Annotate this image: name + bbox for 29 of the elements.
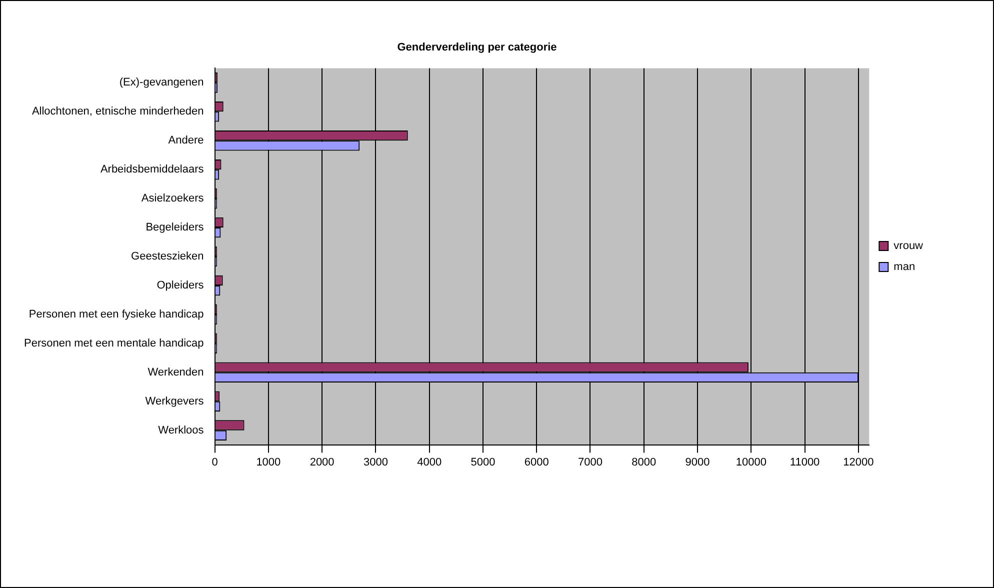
y-tick-label: Personen met een fysieke handicap (28, 308, 204, 320)
x-tick-label: 6000 (524, 456, 549, 468)
y-tick-label: Arbeidsbemiddelaars (100, 164, 204, 176)
legend-label: vrouw (894, 240, 924, 252)
y-tick-label: Andere (168, 134, 204, 147)
y-tick-label: Allochtonen, etnische minderheden (32, 106, 204, 118)
y-tick-label: Begeleiders (146, 222, 204, 234)
y-tick-label: Asielzoekers (141, 192, 204, 205)
x-tick-label: 9000 (685, 456, 710, 468)
y-tick-label: Geesteszieken (131, 250, 204, 263)
y-tick-label: Opleiders (156, 280, 204, 292)
chart-title: Genderverdeling per categorie (397, 42, 557, 54)
x-tick-label: 2000 (310, 456, 334, 468)
x-tick-label: 12000 (843, 456, 874, 468)
x-tick-label: 7000 (578, 456, 602, 468)
x-tick-label: 10000 (736, 456, 766, 468)
legend-label: man (894, 261, 916, 274)
x-tick-label: 8000 (632, 456, 656, 468)
x-tick-label: 3000 (363, 456, 388, 468)
y-tick-label: Werkgevers (145, 395, 204, 408)
x-tick-label: 1000 (256, 456, 281, 468)
x-tick-label: 5000 (470, 456, 496, 468)
x-tick-label: 4000 (417, 456, 442, 468)
y-tick-label: Werkloos (158, 424, 204, 436)
y-tick-label: Personen met een mentale handicap (24, 337, 204, 350)
x-tick-label: 11000 (790, 456, 820, 468)
x-tick-label: 0 (212, 456, 218, 468)
y-tick-label: Werkenden (148, 366, 204, 378)
y-tick-label: (Ex)-gevangenen (119, 76, 204, 89)
